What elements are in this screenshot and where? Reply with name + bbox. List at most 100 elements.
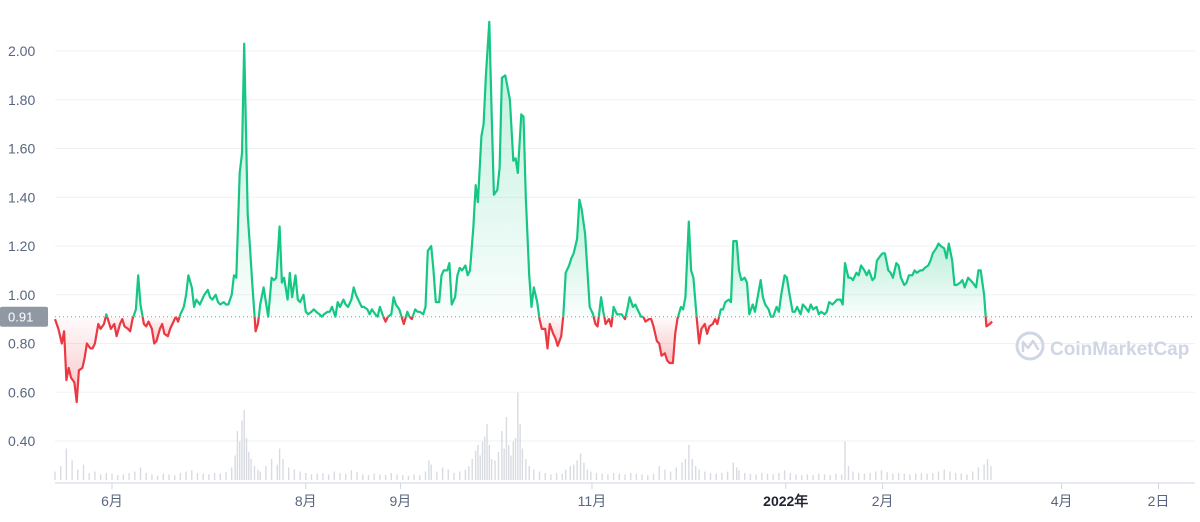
volume-bar bbox=[744, 473, 746, 480]
volume-bar bbox=[514, 438, 517, 480]
volume-bar bbox=[607, 474, 609, 480]
volume-bar bbox=[960, 473, 962, 480]
price-line-down-segment bbox=[141, 316, 177, 345]
x-tick-label: 8月 bbox=[295, 493, 317, 509]
volume-bar bbox=[823, 474, 826, 480]
volume-bar bbox=[909, 474, 911, 480]
volume-bar bbox=[721, 473, 723, 480]
area-above-baseline bbox=[258, 226, 384, 317]
volume-bar bbox=[486, 424, 488, 480]
price-line-down-segment bbox=[253, 316, 260, 333]
volume-bar bbox=[356, 472, 358, 480]
volume-bar bbox=[840, 474, 843, 480]
volume-bar bbox=[738, 470, 740, 480]
volume-bar bbox=[590, 471, 592, 480]
volume-bar bbox=[253, 466, 256, 480]
volume-bar bbox=[986, 459, 989, 480]
volume-bar bbox=[852, 471, 854, 480]
volume-bar bbox=[390, 473, 392, 480]
volume-bar bbox=[886, 472, 888, 480]
volume-bar bbox=[299, 471, 301, 480]
area-above-baseline bbox=[412, 21, 540, 317]
price-line-up-segment bbox=[404, 310, 411, 318]
volume-bar bbox=[257, 469, 259, 480]
volume-bar bbox=[669, 471, 672, 480]
volume-bar bbox=[519, 424, 521, 480]
volume-bar bbox=[880, 470, 883, 480]
volume-bar bbox=[278, 448, 281, 480]
volume-bar bbox=[259, 471, 261, 480]
price-line-up-segment bbox=[132, 274, 144, 318]
volume-bar bbox=[128, 473, 130, 480]
volume-bar bbox=[869, 473, 871, 480]
volume-bar bbox=[847, 466, 850, 480]
volume-bar bbox=[612, 473, 615, 480]
volume-bar bbox=[168, 474, 170, 480]
x-tick-label: 2日 bbox=[1148, 493, 1170, 509]
volume-bar bbox=[501, 431, 503, 480]
volume-bar bbox=[932, 473, 934, 480]
volume-bar bbox=[441, 467, 444, 480]
volume-bar bbox=[521, 448, 524, 480]
volume-bar bbox=[835, 473, 837, 480]
volume-bar bbox=[664, 469, 666, 480]
price-line-up-segment bbox=[104, 313, 109, 318]
volume-bar bbox=[812, 475, 814, 480]
volume-bar bbox=[966, 474, 968, 480]
volume-bar bbox=[122, 474, 125, 480]
volume-bar bbox=[339, 473, 341, 480]
volume-bar bbox=[471, 459, 473, 480]
volume-bar bbox=[238, 441, 241, 480]
volume-bar bbox=[937, 471, 940, 480]
x-tick-label: 4月 bbox=[1051, 493, 1073, 509]
price-line-down-segment bbox=[592, 316, 600, 328]
price-line-down-segment bbox=[106, 316, 135, 338]
volume-bar bbox=[88, 473, 90, 480]
area-above-baseline bbox=[387, 297, 402, 317]
price-line-up-segment bbox=[677, 220, 698, 318]
volume-bar bbox=[191, 470, 193, 480]
volume-bar bbox=[801, 475, 803, 480]
volume-bar bbox=[213, 473, 216, 480]
coinmarketcap-watermark: CoinMarketCap bbox=[1015, 331, 1189, 361]
price-line bbox=[53, 20, 993, 404]
area-below-baseline bbox=[107, 316, 134, 337]
volume-bar bbox=[202, 473, 204, 480]
volume-bar bbox=[484, 436, 486, 480]
price-line-up-segment bbox=[624, 296, 644, 318]
volume-bar bbox=[858, 473, 860, 480]
volume-bar bbox=[288, 467, 290, 480]
volume-bar bbox=[732, 462, 734, 480]
volume-bar bbox=[658, 466, 660, 480]
volume-bar bbox=[99, 474, 102, 480]
volume-bar bbox=[430, 464, 432, 480]
volume-bar bbox=[709, 473, 712, 480]
volume-bar bbox=[915, 473, 917, 480]
baseline-value-bg bbox=[0, 306, 48, 327]
volume-bar bbox=[402, 475, 404, 480]
volume-bar bbox=[573, 464, 575, 480]
volume-bar bbox=[362, 474, 364, 480]
volume-bar bbox=[528, 466, 530, 480]
volume-bar bbox=[250, 459, 252, 480]
volume-bar bbox=[565, 469, 567, 480]
volume-bar bbox=[316, 473, 318, 480]
x-tick-label: 2月 bbox=[872, 493, 894, 509]
volume-bar bbox=[601, 473, 603, 480]
price-line-up-segment bbox=[718, 240, 987, 318]
volume-bar bbox=[641, 474, 643, 480]
volume-bar bbox=[892, 473, 894, 480]
volume-bar bbox=[305, 473, 307, 480]
volume-bar bbox=[652, 473, 655, 480]
volume-bars bbox=[54, 392, 992, 480]
price-line-up-segment bbox=[387, 296, 403, 318]
volume-bar bbox=[179, 473, 182, 480]
volume-bar bbox=[151, 474, 153, 480]
volume-bar bbox=[624, 474, 626, 480]
volume-bar bbox=[579, 453, 582, 480]
area-above-baseline bbox=[563, 199, 594, 317]
area-below-baseline bbox=[643, 316, 679, 363]
volume-bar bbox=[481, 441, 484, 480]
y-tick-label: 1.60 bbox=[8, 141, 35, 157]
volume-bar bbox=[647, 475, 649, 480]
